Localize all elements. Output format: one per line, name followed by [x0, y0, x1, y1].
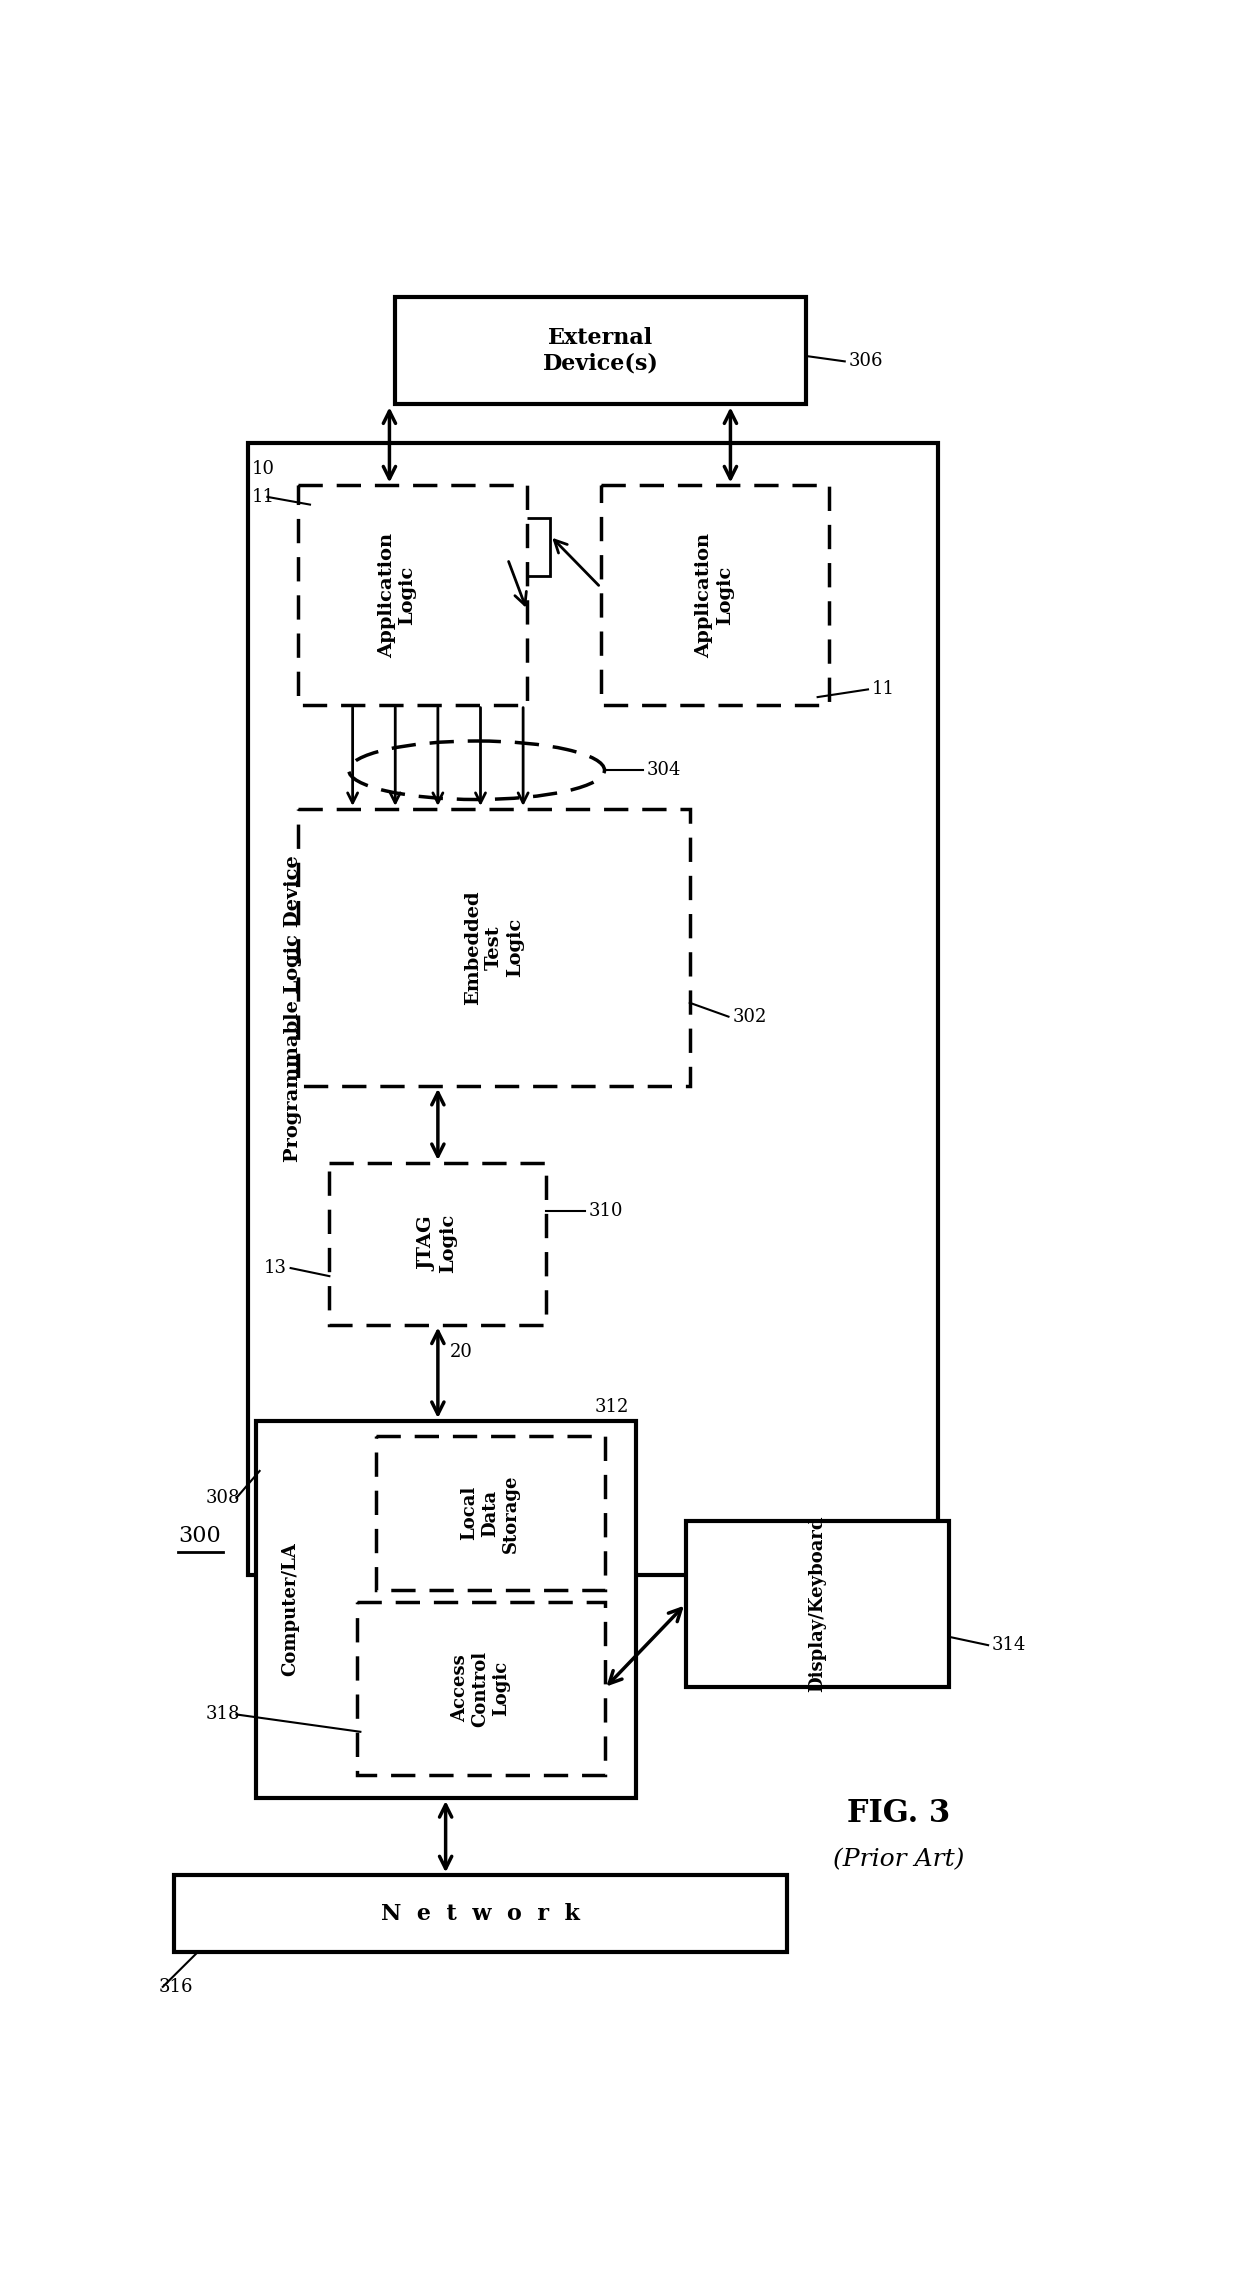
Text: 318: 318 — [206, 1705, 239, 1724]
Text: 310: 310 — [589, 1202, 624, 1220]
Text: Embedded
Test
Logic: Embedded Test Logic — [464, 889, 523, 1005]
Text: JTAG
Logic: JTAG Logic — [418, 1215, 458, 1275]
Text: 11: 11 — [252, 488, 275, 506]
Text: 308: 308 — [206, 1489, 239, 1507]
Text: Computer/LA: Computer/LA — [281, 1544, 300, 1676]
Bar — [299, 486, 527, 705]
Text: Application
Logic: Application Logic — [696, 534, 734, 657]
Text: External
Device(s): External Device(s) — [543, 326, 658, 374]
Text: 306: 306 — [848, 353, 883, 369]
Text: FIG. 3: FIG. 3 — [847, 1799, 951, 1829]
Bar — [248, 442, 937, 1575]
Text: Programmable Logic Device: Programmable Logic Device — [284, 855, 303, 1163]
Bar — [357, 1603, 605, 1776]
Bar — [600, 486, 830, 705]
Bar — [175, 1874, 786, 1952]
Text: 304: 304 — [647, 762, 682, 780]
Text: 314: 314 — [992, 1637, 1027, 1655]
Bar — [396, 296, 806, 404]
Text: Access
Control
Logic: Access Control Logic — [450, 1651, 511, 1726]
Text: 10: 10 — [252, 461, 275, 479]
Text: 302: 302 — [733, 1008, 766, 1026]
Text: 300: 300 — [179, 1525, 221, 1548]
Text: 312: 312 — [595, 1398, 630, 1416]
Text: Display/Keyboard: Display/Keyboard — [808, 1516, 827, 1692]
Text: 13: 13 — [264, 1259, 286, 1277]
Text: Application
Logic: Application Logic — [378, 534, 417, 657]
Bar — [686, 1521, 950, 1687]
Text: 316: 316 — [159, 1977, 193, 1995]
Bar — [507, 518, 551, 577]
Bar — [255, 1420, 635, 1799]
Bar — [376, 1436, 605, 1591]
Text: Local
Data
Storage: Local Data Storage — [460, 1475, 520, 1553]
Ellipse shape — [348, 741, 605, 800]
Text: N  e  t  w  o  r  k: N e t w o r k — [381, 1904, 580, 1924]
Text: 11: 11 — [872, 679, 895, 698]
Text: (Prior Art): (Prior Art) — [833, 1849, 965, 1872]
Text: 20: 20 — [449, 1343, 472, 1361]
Bar — [330, 1163, 547, 1325]
Bar — [299, 809, 689, 1085]
